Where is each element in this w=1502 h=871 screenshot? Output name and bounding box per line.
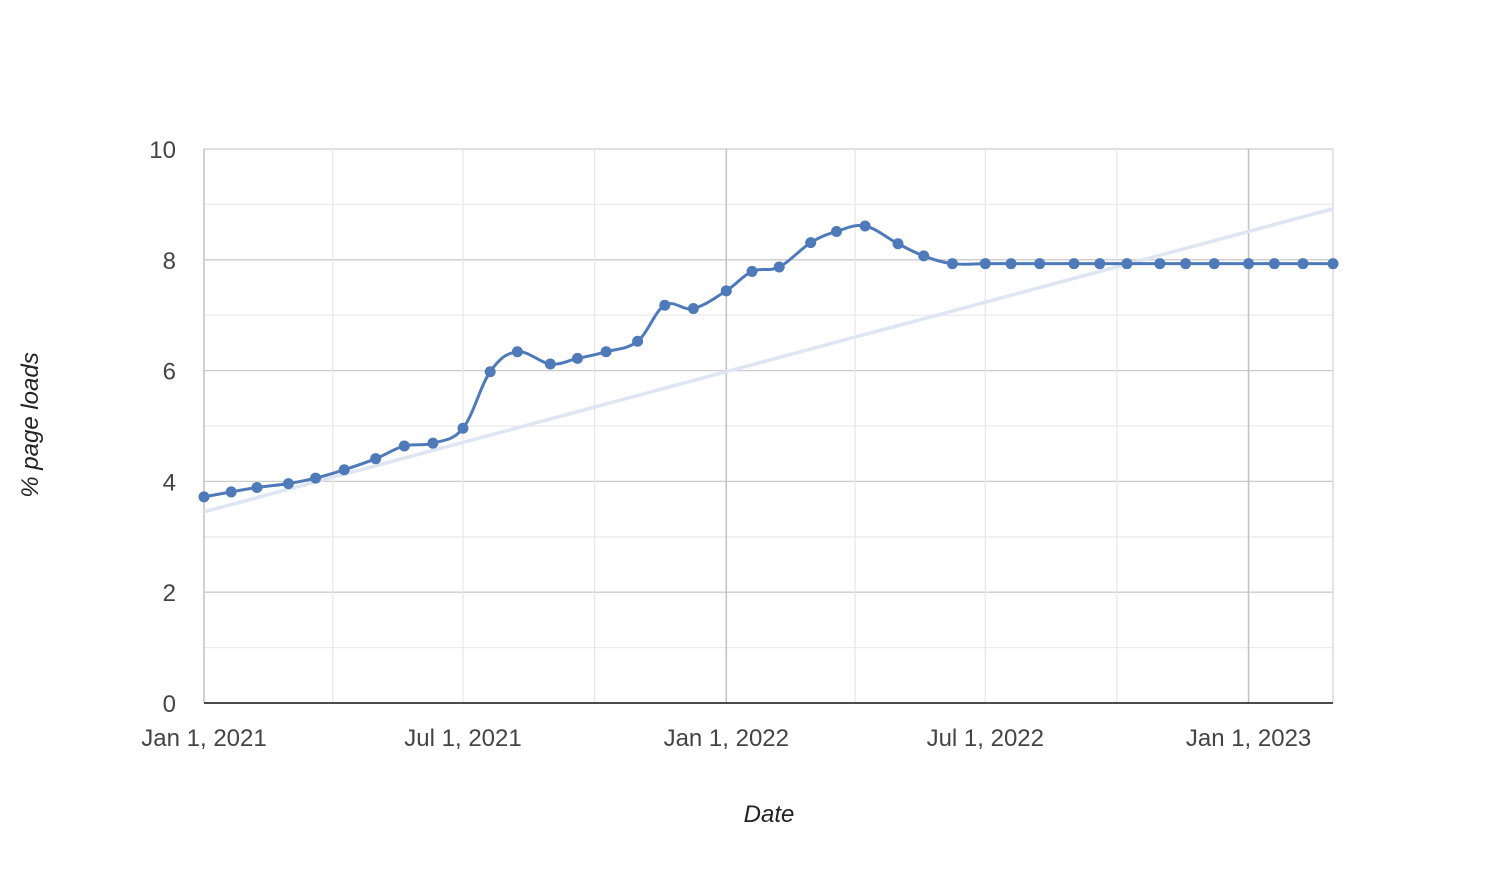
data-point[interactable] xyxy=(1068,258,1080,270)
data-point[interactable] xyxy=(687,303,699,315)
data-point[interactable] xyxy=(805,237,817,249)
data-point[interactable] xyxy=(659,299,671,311)
data-point[interactable] xyxy=(632,335,644,347)
x-tick-label: Jan 1, 2023 xyxy=(1186,725,1311,752)
data-point[interactable] xyxy=(282,478,294,490)
data-point[interactable] xyxy=(338,464,350,476)
y-tick-label: 8 xyxy=(163,248,176,275)
data-point[interactable] xyxy=(1005,258,1017,270)
data-point[interactable] xyxy=(1154,258,1166,270)
data-point[interactable] xyxy=(457,422,469,434)
x-tick-label: Jul 1, 2022 xyxy=(927,725,1044,752)
data-point[interactable] xyxy=(511,346,523,358)
data-point[interactable] xyxy=(198,491,210,503)
y-tick-label: 4 xyxy=(163,469,176,496)
data-point[interactable] xyxy=(1268,258,1280,270)
data-point[interactable] xyxy=(1297,258,1309,270)
data-point[interactable] xyxy=(398,440,410,452)
data-point[interactable] xyxy=(310,472,322,484)
data-point[interactable] xyxy=(544,358,556,370)
trendline xyxy=(203,207,1334,514)
data-point[interactable] xyxy=(1034,258,1046,270)
data-point[interactable] xyxy=(1094,258,1106,270)
series-layer xyxy=(198,220,1339,503)
y-tick-label: 0 xyxy=(163,691,176,718)
data-point[interactable] xyxy=(830,226,842,238)
data-point[interactable] xyxy=(484,366,496,378)
data-point[interactable] xyxy=(370,453,382,465)
data-point[interactable] xyxy=(892,238,904,250)
data-point[interactable] xyxy=(225,486,237,498)
data-point[interactable] xyxy=(1208,258,1220,270)
data-point[interactable] xyxy=(746,265,758,277)
y-axis-title: % page loads xyxy=(17,352,44,497)
series-line xyxy=(203,223,1333,499)
data-point[interactable] xyxy=(1327,258,1339,270)
x-tick-label: Jan 1, 2021 xyxy=(141,725,266,752)
tick-labels: 0 2 4 6 8 10 Jan 1, 2021 Jul 1, 2021 Jan 1, 2022… xyxy=(141,137,1311,752)
data-point[interactable] xyxy=(1180,258,1192,270)
data-point[interactable] xyxy=(600,346,612,358)
data-point[interactable] xyxy=(251,481,263,493)
y-tick-label: 2 xyxy=(163,580,176,607)
x-tick-label: Jul 1, 2021 xyxy=(404,725,521,752)
trendline-layer xyxy=(203,207,1334,514)
data-point[interactable] xyxy=(1243,258,1255,270)
data-point[interactable] xyxy=(979,258,991,270)
data-point[interactable] xyxy=(427,437,439,449)
data-point[interactable] xyxy=(773,261,785,273)
y-tick-label: 10 xyxy=(149,137,176,164)
y-tick-label: 6 xyxy=(163,359,176,386)
data-point[interactable] xyxy=(720,285,732,297)
x-axis-title: Date xyxy=(744,801,795,828)
data-point[interactable] xyxy=(946,258,958,270)
data-point[interactable] xyxy=(571,352,583,364)
data-point[interactable] xyxy=(859,220,871,232)
data-point[interactable] xyxy=(918,250,930,262)
x-tick-label: Jan 1, 2022 xyxy=(664,725,789,752)
grid-layer xyxy=(203,148,1334,704)
data-point[interactable] xyxy=(1121,258,1133,270)
